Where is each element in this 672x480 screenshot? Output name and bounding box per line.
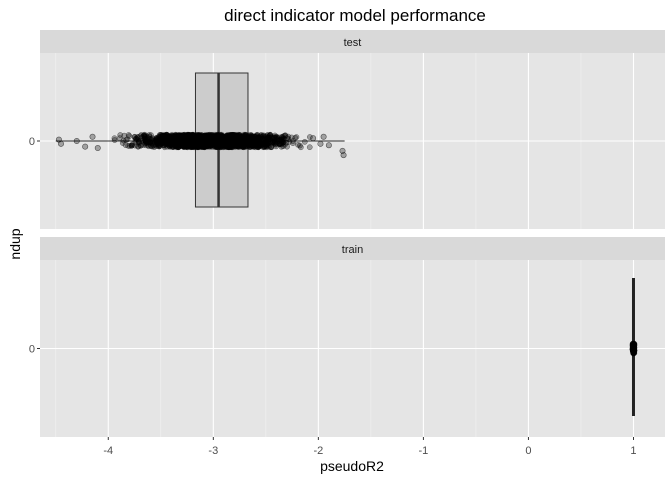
data-point: [267, 132, 274, 138]
data-point: [242, 140, 249, 146]
data-point: [301, 138, 308, 145]
x-tick-label: 0: [525, 445, 531, 457]
y-axis-title: ndup: [7, 228, 23, 259]
facet-label: train: [342, 244, 363, 256]
data-point: [232, 136, 239, 143]
data-point: [306, 144, 313, 151]
data-point: [228, 144, 235, 151]
x-tick-label: 1: [630, 445, 636, 457]
data-point: [630, 349, 636, 356]
data-point: [286, 139, 293, 145]
data-point: [126, 143, 133, 149]
data-point: [207, 143, 214, 150]
data-point: [276, 141, 283, 148]
data-point: [288, 134, 295, 141]
data-point: [165, 139, 172, 146]
data-point: [94, 145, 101, 152]
data-point: [89, 133, 96, 140]
data-point: [198, 142, 204, 149]
panel-test: test 0: [29, 30, 665, 229]
data-point: [176, 140, 183, 147]
data-point: [73, 138, 80, 145]
facet-strip: [40, 237, 665, 260]
data-point: [215, 140, 221, 147]
data-point: [140, 142, 147, 148]
x-axis-title: pseudoR2: [320, 458, 384, 474]
data-point: [189, 132, 196, 139]
data-point: [159, 132, 166, 139]
panel-train: train 0: [29, 237, 665, 437]
data-point: [257, 139, 264, 146]
data-point: [82, 143, 89, 150]
data-point: [181, 138, 188, 145]
x-tick-label: -1: [419, 445, 429, 457]
data-point: [135, 139, 142, 145]
data-point: [215, 134, 222, 140]
y-tick-label: 0: [29, 136, 35, 148]
data-point: [629, 341, 636, 347]
jitter-points: [55, 131, 347, 159]
x-tick-label: -3: [208, 445, 218, 457]
data-point: [137, 133, 144, 140]
data-point: [320, 133, 327, 140]
data-point: [630, 343, 637, 350]
data-point: [281, 136, 287, 142]
data-point: [126, 133, 133, 140]
data-point: [123, 137, 129, 143]
data-point: [255, 143, 262, 150]
data-point: [317, 140, 324, 147]
panels: test 0 train 0: [29, 30, 665, 437]
data-point: [111, 137, 118, 143]
data-point: [243, 132, 250, 138]
chart-title: direct indicator model performance: [224, 6, 486, 25]
data-point: [325, 142, 332, 149]
data-point: [58, 140, 65, 147]
jitter-points: [629, 340, 638, 357]
data-point: [263, 136, 270, 142]
data-point: [182, 132, 189, 139]
data-point: [216, 134, 223, 140]
data-point: [233, 141, 239, 148]
data-point: [188, 137, 195, 144]
data-point: [128, 142, 135, 149]
data-point: [221, 137, 227, 144]
data-point: [293, 134, 300, 140]
data-point: [290, 140, 296, 147]
x-tick-label: -4: [103, 445, 113, 457]
data-point: [145, 143, 152, 150]
data-point: [340, 152, 347, 159]
data-point: [193, 139, 200, 146]
facet-strip: [40, 30, 665, 53]
y-tick-label: 0: [29, 344, 35, 356]
data-point: [252, 138, 259, 145]
data-point: [154, 141, 161, 148]
x-axis: -4 -3 -2 -1 0 1: [103, 437, 637, 457]
data-point: [147, 137, 154, 144]
data-point: [297, 142, 303, 149]
facet-label: test: [344, 37, 362, 49]
data-point: [171, 133, 178, 140]
x-tick-label: -2: [313, 445, 323, 457]
data-point: [272, 135, 278, 141]
data-point: [132, 136, 139, 143]
data-point: [111, 135, 118, 142]
data-point: [148, 132, 154, 138]
data-point: [310, 135, 317, 142]
data-point: [209, 134, 215, 141]
data-point: [225, 136, 232, 143]
data-point: [278, 141, 285, 148]
data-point: [224, 139, 231, 146]
data-point: [306, 134, 313, 140]
data-point: [224, 144, 231, 150]
data-point: [195, 136, 202, 143]
